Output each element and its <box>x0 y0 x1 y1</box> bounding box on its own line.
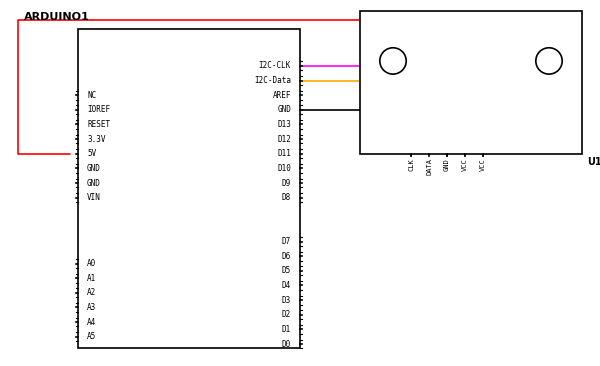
Text: RESET: RESET <box>87 120 110 129</box>
Text: D9: D9 <box>282 179 291 187</box>
Text: D12: D12 <box>277 135 291 143</box>
Text: CLK: CLK <box>408 158 414 171</box>
Text: D0: D0 <box>282 340 291 348</box>
Text: NC: NC <box>87 91 96 100</box>
Text: VCC: VCC <box>462 158 468 171</box>
Text: VCC: VCC <box>480 158 486 171</box>
Text: I2C-CLK: I2C-CLK <box>259 61 291 70</box>
Text: DATA: DATA <box>426 158 432 175</box>
Text: D11: D11 <box>277 149 291 158</box>
Text: A5: A5 <box>87 332 96 341</box>
Text: IOREF: IOREF <box>87 105 110 114</box>
Text: VIN: VIN <box>87 193 101 202</box>
Text: GND: GND <box>87 179 101 187</box>
Ellipse shape <box>380 48 406 74</box>
Text: ARDUINO1: ARDUINO1 <box>24 12 90 22</box>
Text: I2C-Data: I2C-Data <box>254 76 291 85</box>
Text: GND: GND <box>277 105 291 114</box>
Text: A2: A2 <box>87 288 96 297</box>
Text: A3: A3 <box>87 303 96 312</box>
Text: D4: D4 <box>282 281 291 290</box>
Text: D5: D5 <box>282 266 291 275</box>
Text: D10: D10 <box>277 164 291 173</box>
Text: A4: A4 <box>87 318 96 326</box>
Text: D2: D2 <box>282 310 291 319</box>
Text: GND: GND <box>87 164 101 173</box>
Text: D7: D7 <box>282 237 291 246</box>
Text: D6: D6 <box>282 252 291 261</box>
Text: 3.3V: 3.3V <box>87 135 106 143</box>
Text: D8: D8 <box>282 193 291 202</box>
Text: A1: A1 <box>87 274 96 283</box>
Text: U1: U1 <box>587 157 600 167</box>
Bar <box>360 11 582 154</box>
Text: 5V: 5V <box>87 149 96 158</box>
Text: AREF: AREF <box>272 91 291 100</box>
Text: GND: GND <box>444 158 450 171</box>
Bar <box>78 29 300 348</box>
Text: D13: D13 <box>277 120 291 129</box>
Text: D3: D3 <box>282 296 291 305</box>
Text: A0: A0 <box>87 259 96 268</box>
Ellipse shape <box>536 48 562 74</box>
Text: D1: D1 <box>282 325 291 334</box>
